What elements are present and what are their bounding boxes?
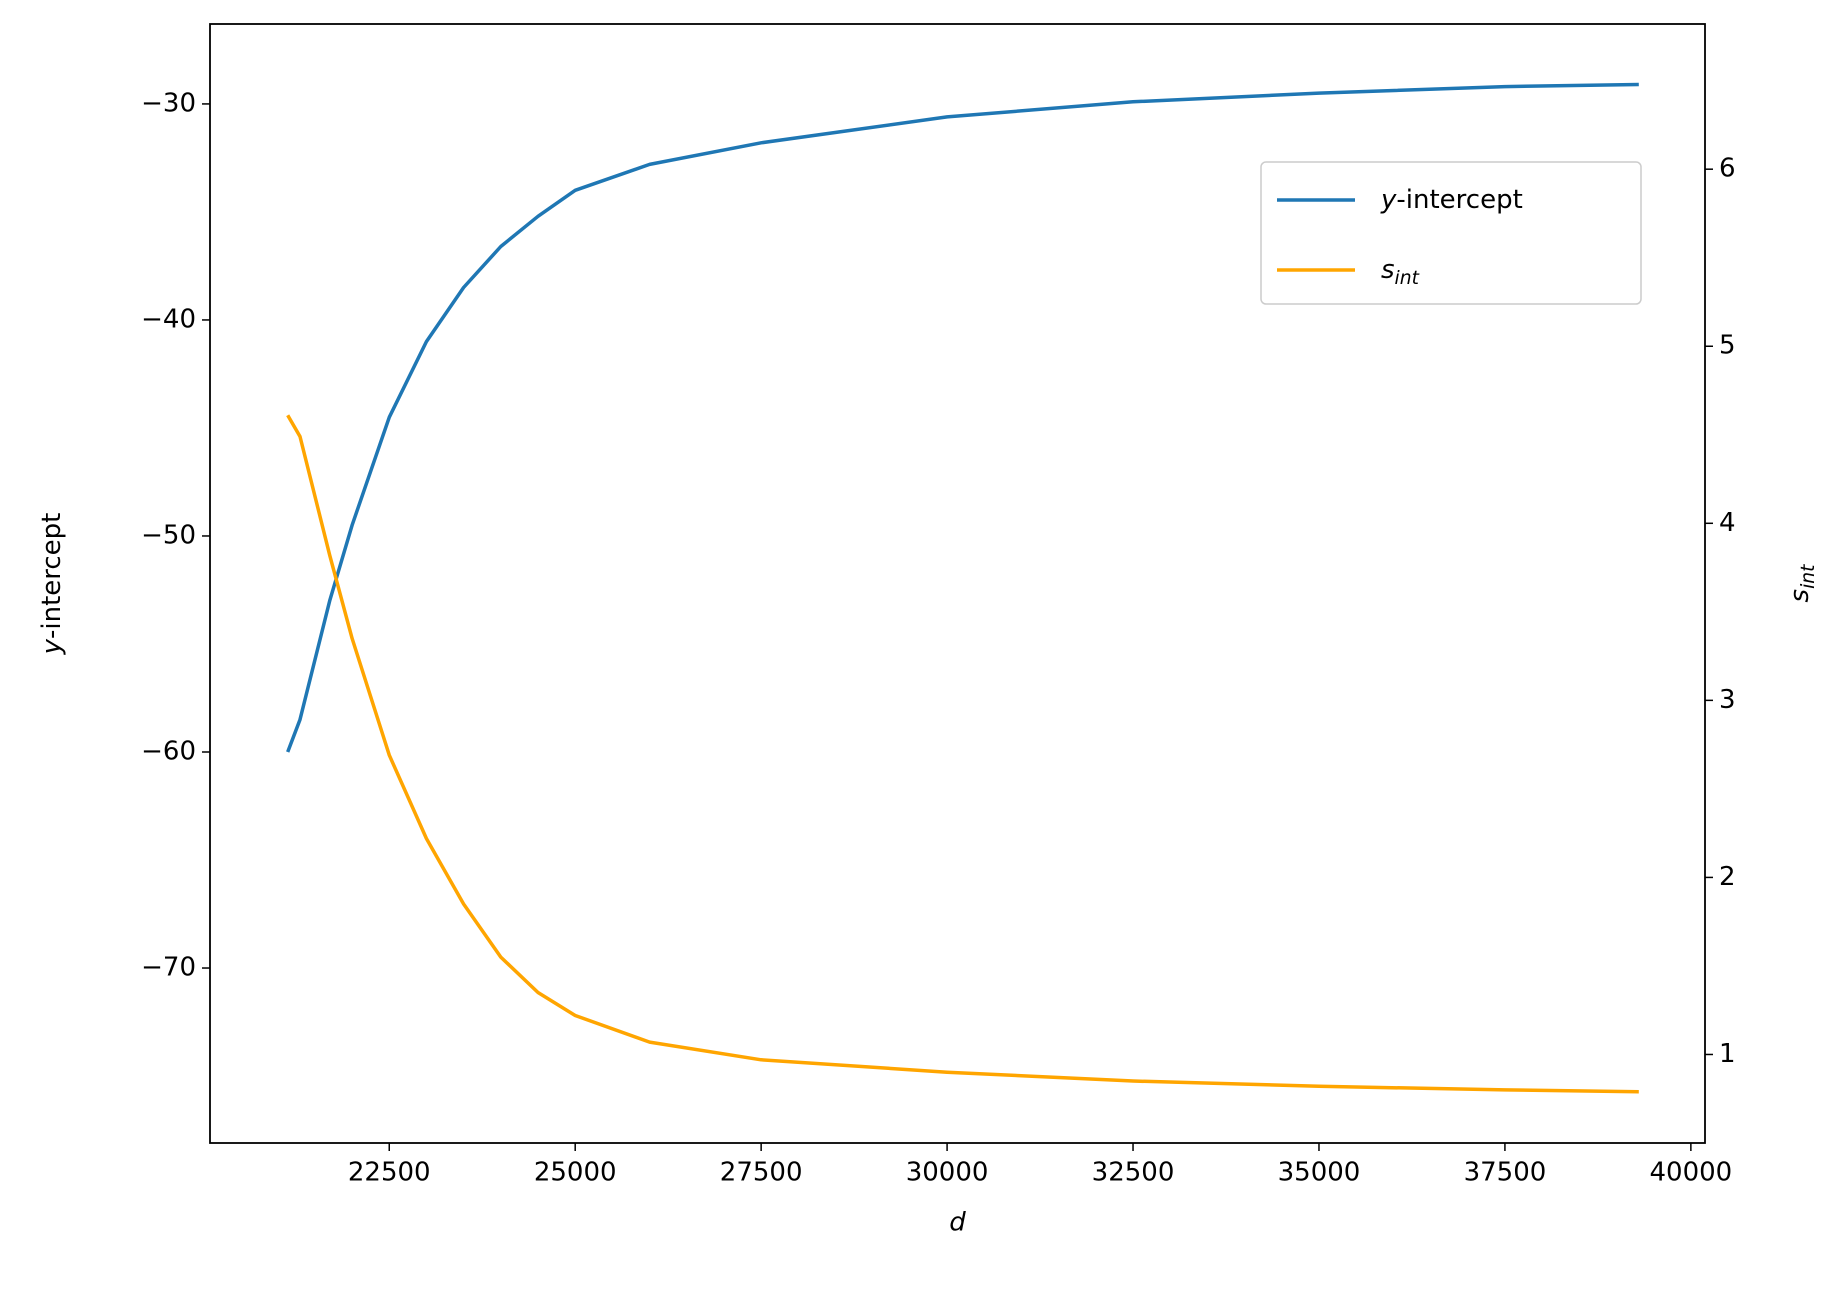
legend-box [1260,161,1642,305]
legend-label: y-intercept [1380,185,1523,215]
legend-label: sint [1381,255,1420,289]
x-axis-label: d [949,1208,966,1238]
y2-tick-label: 3 [1719,685,1736,715]
x-tick-label: 27500 [720,1158,803,1188]
x-tick-label: 30000 [906,1158,989,1188]
x-tick-label: 22500 [348,1158,431,1188]
x-tick-label: 37500 [1464,1158,1547,1188]
y2-tick-label: 6 [1719,154,1736,184]
y2-tick-label: 5 [1719,331,1736,361]
y-tick-label: −60 [141,736,196,766]
x-tick-label: 35000 [1278,1158,1361,1188]
line-series [286,414,1639,1094]
y-tick-label: −70 [141,953,196,983]
y-axis-label: y-intercept [37,513,67,656]
y2-tick-label: 1 [1719,1039,1736,1069]
y2-tick-label: 4 [1719,508,1736,538]
x-tick-label: 32500 [1092,1158,1175,1188]
y2-axis-label: sint [1785,564,1819,603]
plot-frame [209,23,1706,1144]
y-tick-label: −50 [141,520,196,550]
x-tick-label: 25000 [534,1158,617,1188]
y-tick-label: −40 [141,304,196,334]
y2-tick-label: 2 [1719,862,1736,892]
x-tick-label: 40000 [1650,1158,1733,1188]
line-series [286,82,1639,753]
y-tick-label: −30 [141,88,196,118]
